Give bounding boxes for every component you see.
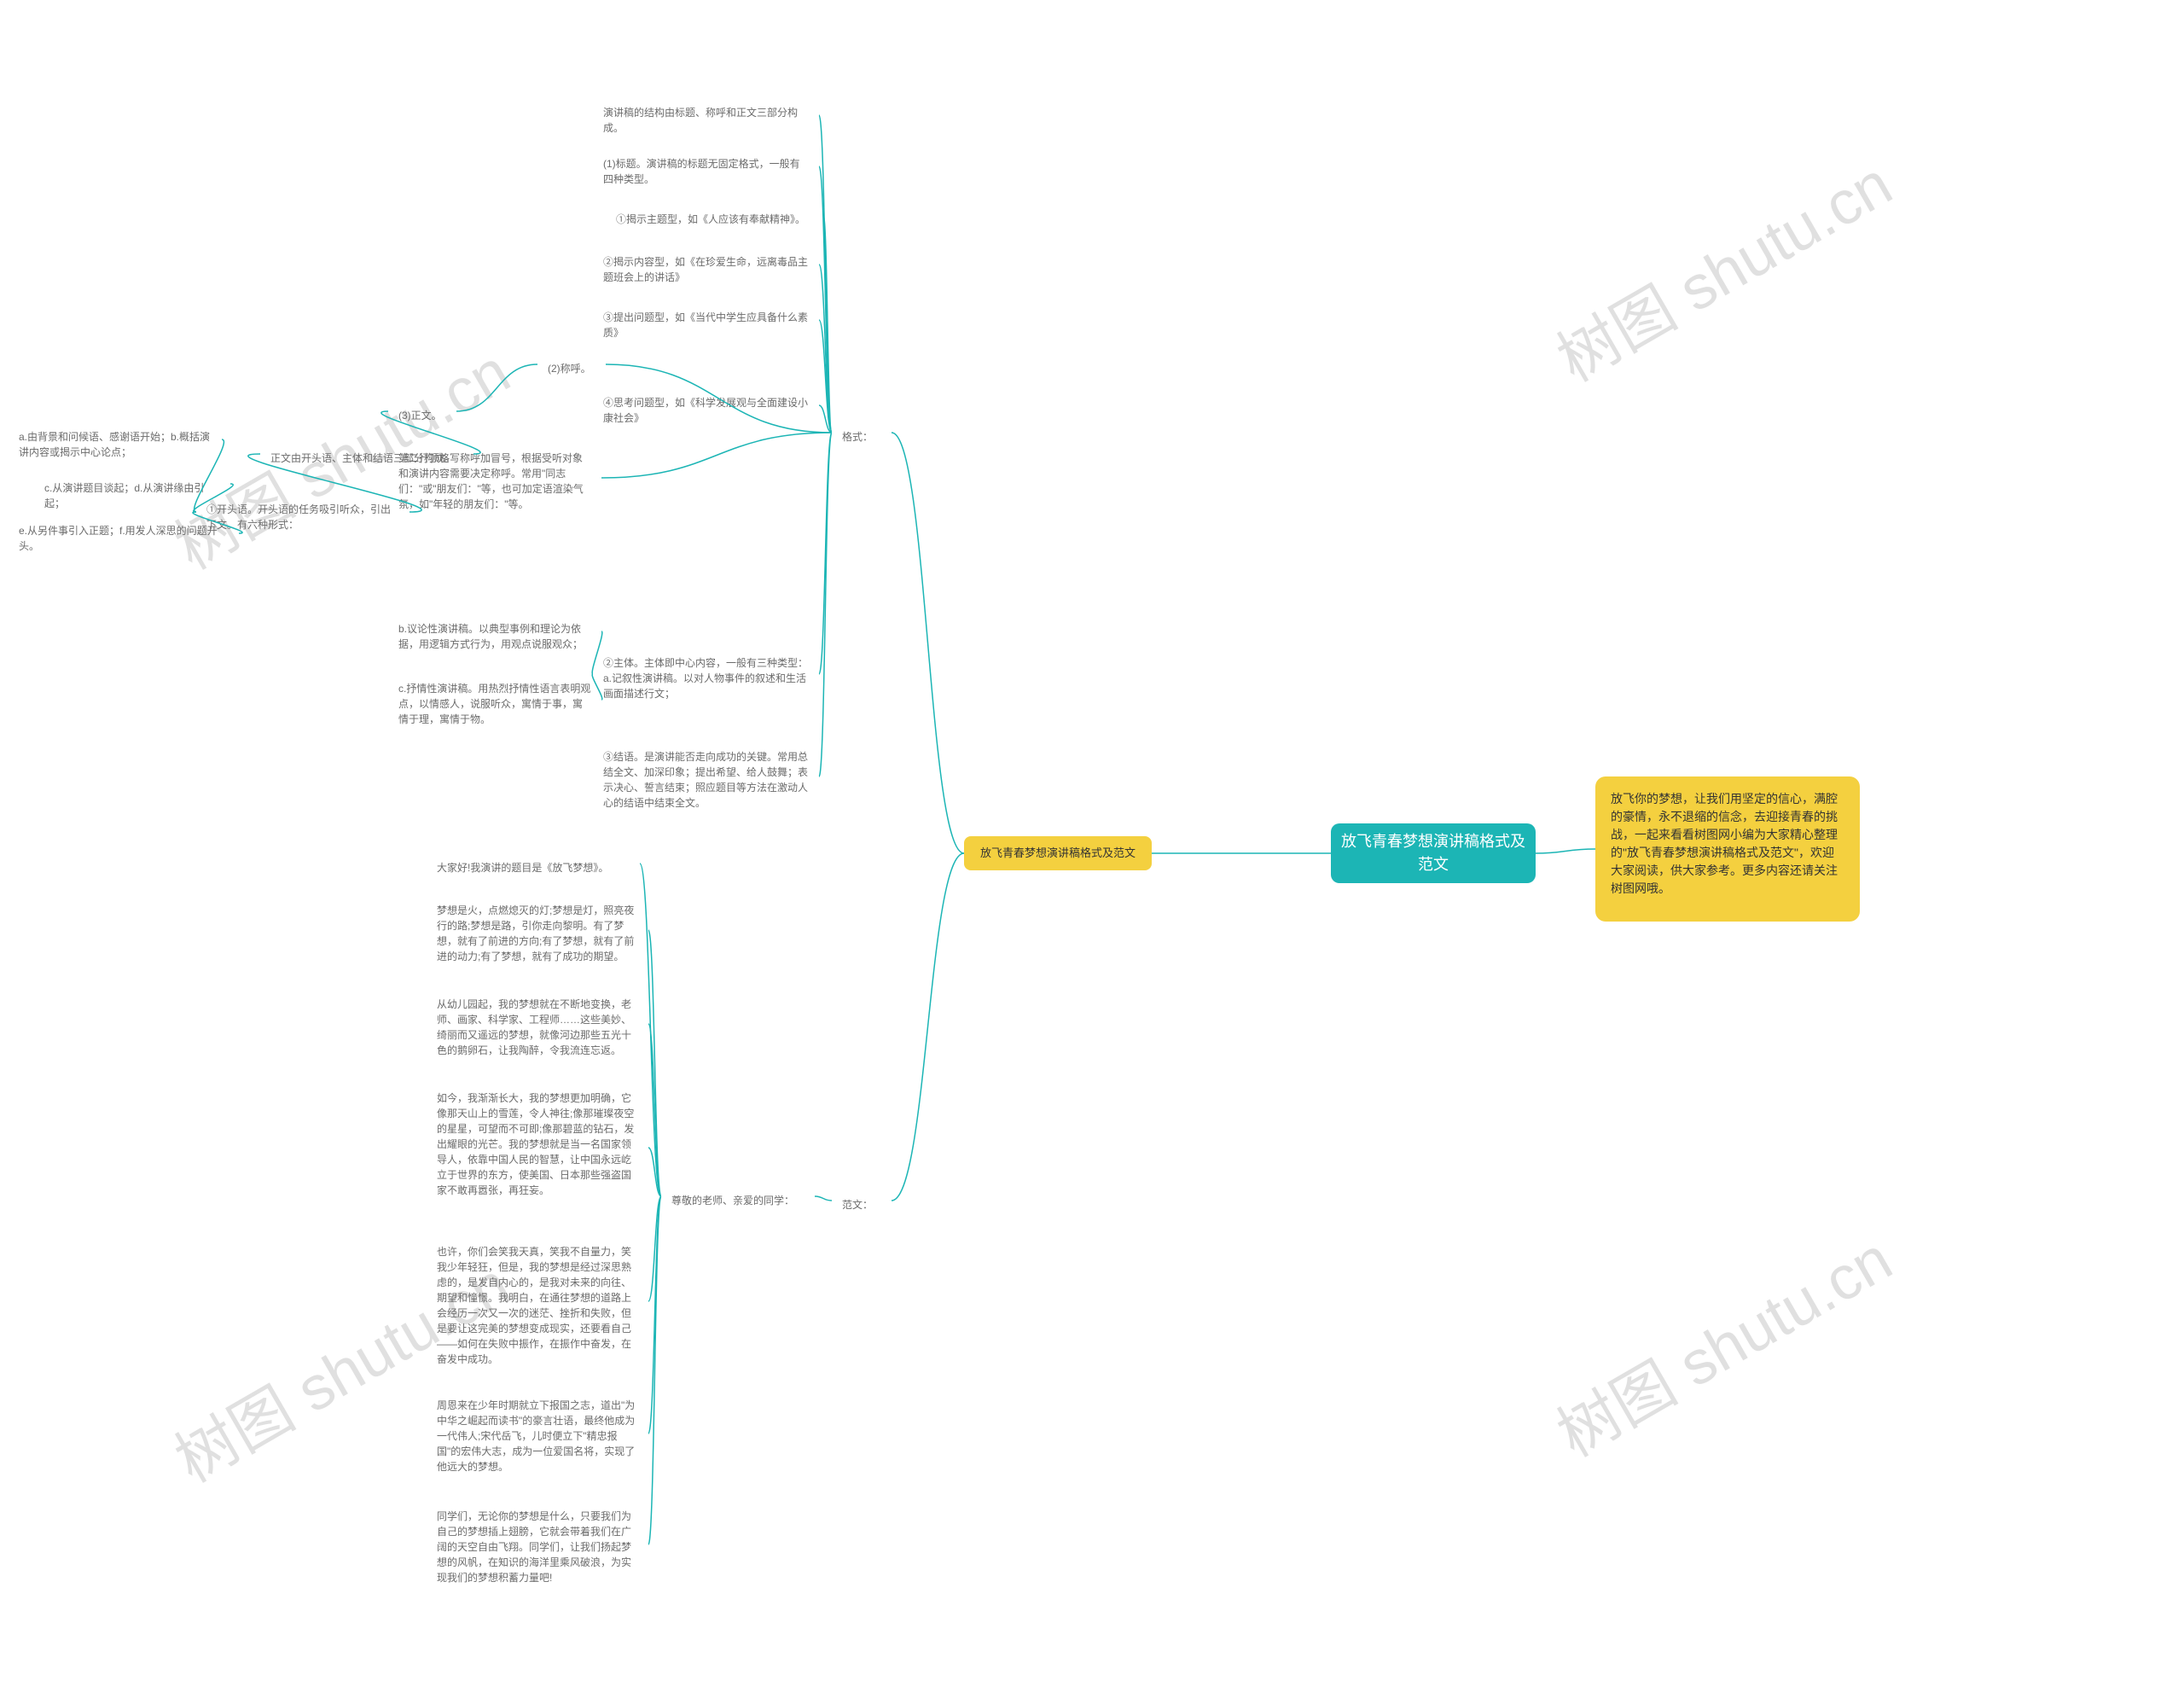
node-fmt_2a: ①揭示主题型，如《人应该有奉献精神》。 bbox=[606, 205, 823, 234]
node-fw_3: 从幼儿园起，我的梦想就在不断地变换，老师、画家、科学家、工程师……这些美妙、绮丽… bbox=[427, 990, 648, 1065]
node-fmt_2c: ③提出问题型，如《当代中学生应具备什么素质》 bbox=[593, 303, 819, 347]
node-fmt_7: ③结语。是演讲能否走向成功的关键。常用总结全文、加深印象；提出希望、给人鼓舞；表… bbox=[593, 742, 819, 817]
node-fmt_5b: c.从演讲题目谈起；d.从演讲缘由引起； bbox=[34, 474, 230, 518]
watermark: 树图 shutu.cn bbox=[1538, 135, 1905, 398]
node-fw_2: 梦想是火，点燃熄灭的灯;梦想是灯，照亮夜行的路;梦想是路，引你走向黎明。有了梦想… bbox=[427, 896, 648, 971]
node-fmt_2b: ②揭示内容型，如《在珍爱生命，远离毒品主题班会上的讲话》 bbox=[593, 247, 819, 292]
node-fmt_2: (1)标题。演讲稿的标题无固定格式，一般有四种类型。 bbox=[593, 149, 819, 194]
watermark: 树图 shutu.cn bbox=[1538, 1210, 1905, 1474]
node-fmt_5c: e.从另件事引入正题；f.用发人深思的问题开头。 bbox=[9, 516, 239, 561]
node-fw: 范文： bbox=[832, 1190, 892, 1219]
node-fmt_6: ②主体。主体即中心内容，一般有三种类型：a.记叙性演讲稿。以对人物事件的叙述和生… bbox=[593, 648, 819, 708]
node-fmt_6b: c.抒情性演讲稿。用热烈抒情性语言表明观点，以情感人，说服听众，寓情于事，寓情于… bbox=[388, 674, 601, 734]
node-fmt_3: (2)称呼。 bbox=[537, 354, 606, 383]
node-fmt_4: (3)正文。 bbox=[388, 401, 456, 430]
node-fw_7: 同学们，无论你的梦想是什么，只要我们为自己的梦想插上翅膀，它就会带着我们在广阔的… bbox=[427, 1502, 648, 1592]
node-callout: 放飞你的梦想，让我们用坚定的信心，满腔的豪情，永不退缩的信念，去迎接青春的挑战，… bbox=[1595, 776, 1860, 922]
node-fmt_2d: ④思考问题型，如《科学发展观与全面建设小康社会》 bbox=[593, 388, 819, 433]
node-fmt: 格式： bbox=[832, 422, 892, 451]
node-b_main: 放飞青春梦想演讲稿格式及范文 bbox=[964, 836, 1152, 870]
node-fw_6: 周恩来在少年时期就立下报国之志，道出"为中华之崛起而读书"的豪言壮语，最终他成为… bbox=[427, 1391, 648, 1481]
node-fmt_6a: b.议论性演讲稿。以典型事例和理论为依据，用逻辑方式行为，用观点说服观众； bbox=[388, 614, 601, 659]
node-fw_5: 也许，你们会笑我天真，笑我不自量力，笑我少年轻狂，但是，我的梦想是经过深思熟虑的… bbox=[427, 1237, 648, 1374]
node-root: 放飞青春梦想演讲稿格式及范文 bbox=[1331, 823, 1536, 883]
node-fmt_5a: a.由背景和问候语、感谢语开始；b.概括演讲内容或揭示中心论点； bbox=[9, 422, 222, 467]
node-fmt_1: 演讲稿的结构由标题、称呼和正文三部分构成。 bbox=[593, 98, 819, 142]
node-fw_1: 大家好!我演讲的题目是《放飞梦想》。 bbox=[427, 853, 640, 882]
node-fmt_4b: 第二行顶格写称呼加冒号，根据受听对象和演讲内容需要决定称呼。常用"同志们："或"… bbox=[388, 444, 601, 519]
node-fw_0: 尊敬的老师、亲爱的同学： bbox=[661, 1186, 815, 1215]
node-fw_4: 如今，我渐渐长大，我的梦想更加明确，它像那天山上的雪莲，令人神往;像那璀璨夜空的… bbox=[427, 1084, 648, 1212]
mindmap-canvas: 树图 shutu.cn树图 shutu.cn树图 shutu.cn树图 shut… bbox=[0, 0, 2184, 1704]
